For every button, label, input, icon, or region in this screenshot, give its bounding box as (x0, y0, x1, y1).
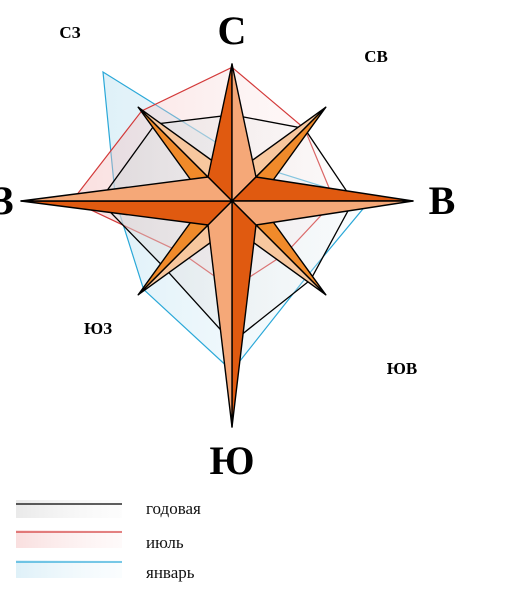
legend-label-january: январь (146, 563, 195, 582)
direction-label-n: С (218, 8, 247, 53)
legend-label-yearly: годовая (146, 499, 201, 518)
compass-star (20, 63, 414, 428)
legend-item-january: январь (16, 560, 195, 582)
legend: годовая июль январь (16, 499, 201, 582)
legend-item-july: июль (16, 530, 184, 552)
direction-label-sw: ЮЗ (84, 319, 112, 338)
legend-label-july: июль (146, 533, 184, 552)
legend-swatch-january (16, 560, 122, 578)
legend-swatch-july (16, 530, 122, 548)
direction-labels: С СВ В ЮВ Ю ЮЗ З СЗ (0, 8, 455, 483)
direction-label-se: ЮВ (387, 359, 417, 378)
legend-item-yearly: годовая (16, 499, 201, 518)
star-ray-main-270-right (20, 176, 233, 202)
direction-label-nw: СЗ (59, 23, 80, 42)
direction-label-w: З (0, 178, 14, 223)
direction-label-s: Ю (209, 438, 254, 483)
legend-swatch-yearly (16, 500, 122, 518)
direction-label-ne: СВ (364, 47, 388, 66)
direction-label-e: В (429, 178, 456, 223)
